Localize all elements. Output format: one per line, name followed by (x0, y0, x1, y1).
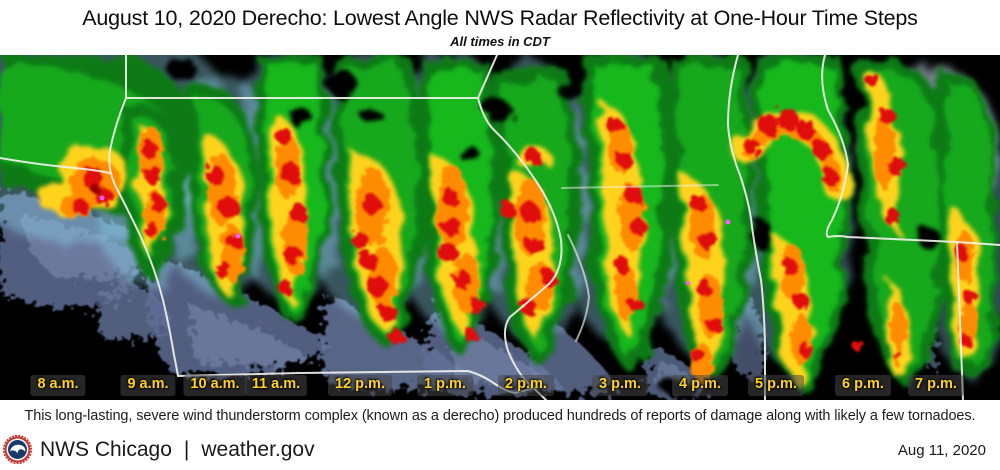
time-label-1pm: 1 p.m. (417, 375, 473, 396)
time-label-5pm: 5 p.m. (748, 375, 804, 396)
radar-mosaic-image (0, 55, 1000, 400)
border-ne-sd-river (0, 157, 111, 174)
footer-text: NWS Chicago | weather.gov (40, 438, 315, 462)
time-label-7pm: 7 p.m. (908, 375, 964, 396)
time-label-12pm: 12 p.m. (328, 375, 392, 396)
footer-separator: | (183, 437, 190, 461)
footer-branding: NWS Chicago | weather.gov (2, 434, 315, 465)
time-label-10am: 10 a.m. (183, 375, 247, 396)
nws-logo-icon (2, 434, 33, 465)
magenta-specks (99, 195, 731, 285)
page-title: August 10, 2020 Derecho: Lowest Angle NW… (82, 6, 918, 30)
river-a (727, 55, 766, 400)
time-label-3pm: 3 p.m. (592, 375, 648, 396)
border-missouri-river (108, 97, 179, 377)
reflectivity-red-cores (72, 72, 977, 364)
footer-agency: NWS Chicago (40, 437, 172, 461)
border-wi-il (561, 184, 719, 189)
time-label-2pm: 2 p.m. (498, 375, 554, 396)
river-branch (567, 234, 590, 342)
page-subtitle: All times in CDT (450, 34, 550, 49)
time-label-6pm: 6 p.m. (835, 375, 891, 396)
river-b (821, 55, 958, 243)
caption-bar: This long-lasting, severe wind thunderst… (0, 400, 1000, 431)
time-label-9am: 9 a.m. (120, 375, 176, 396)
footer-date: Aug 11, 2020 (897, 442, 986, 459)
footer-site: weather.gov (201, 437, 315, 461)
radar-map: 8 a.m. 9 a.m. 10 a.m. 11 a.m. 12 p.m. 1 p.m. 2… (0, 55, 1000, 400)
time-label-4pm: 4 p.m. (672, 375, 728, 396)
time-label-11am: 11 a.m. (244, 375, 308, 396)
border-mississippi-upper (477, 55, 498, 99)
caption-text: This long-lasting, severe wind thunderst… (24, 407, 976, 424)
header: August 10, 2020 Derecho: Lowest Angle NW… (0, 0, 1000, 55)
footer: NWS Chicago | weather.gov Aug 11, 2020 (0, 431, 1000, 470)
time-label-8am: 8 a.m. (30, 375, 86, 396)
